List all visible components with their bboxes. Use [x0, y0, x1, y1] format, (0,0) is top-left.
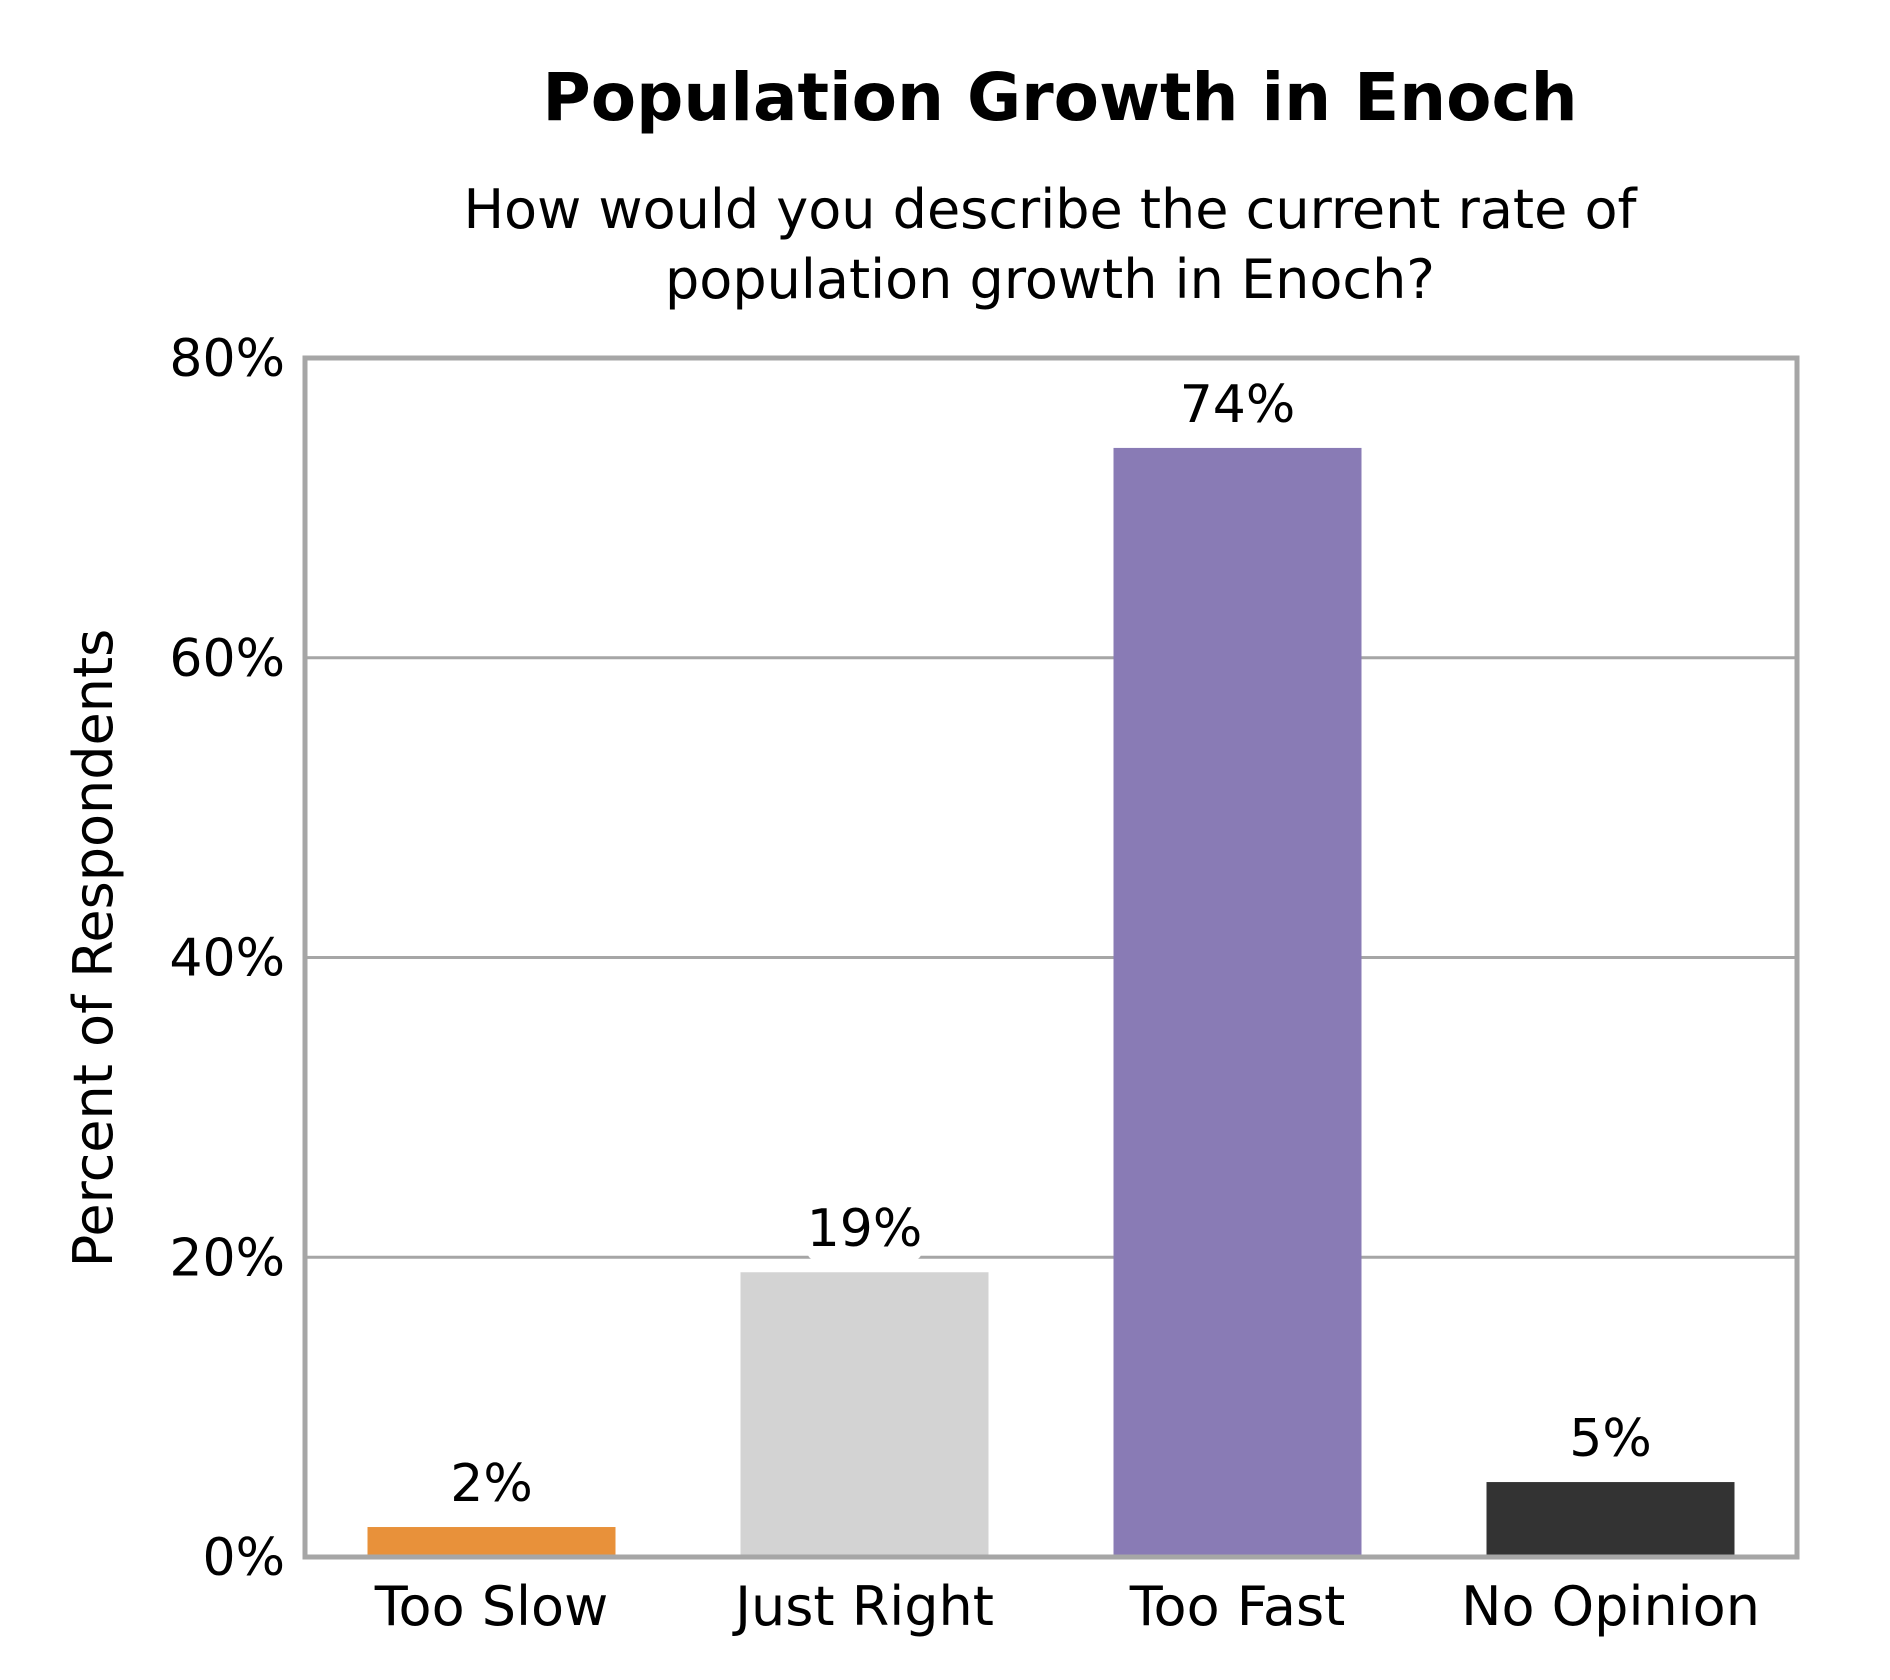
- chart-title: Population Growth in Enoch: [542, 59, 1577, 136]
- category-label-no-opinion: No Opinion: [1461, 1575, 1760, 1638]
- y-tick-label-60: 60%: [169, 629, 285, 689]
- category-label-too-fast: Too Fast: [1129, 1575, 1346, 1638]
- data-label-no-opinion: 5%: [1569, 1409, 1652, 1469]
- gridlines: [305, 656, 1797, 1259]
- plot-frame: [302, 355, 1800, 1560]
- x-axis-categories: Too Slow Just Right Too Fast No Opinion: [374, 1575, 1760, 1638]
- chart-subtitle-line-1: How would you describe the current rate …: [463, 178, 1638, 241]
- y-axis-ticks: 0% 20% 40% 60% 80%: [169, 329, 285, 1588]
- y-tick-label-80: 80%: [169, 329, 285, 389]
- data-label-bg: [1567, 1406, 1654, 1471]
- data-label-bg: [1180, 371, 1295, 436]
- bar-too-slow: [367, 1527, 616, 1557]
- category-label-just-right: Just Right: [732, 1575, 994, 1638]
- bar-no-opinion: [1486, 1482, 1735, 1557]
- category-label-too-slow: Too Slow: [374, 1575, 609, 1638]
- y-axis-title: Percent of Respondents: [62, 629, 125, 1268]
- bars: [367, 447, 1735, 1557]
- y-tick-label-20: 20%: [169, 1228, 285, 1288]
- data-label-too-slow: 2%: [450, 1454, 533, 1514]
- y-tick-label-40: 40%: [169, 929, 285, 989]
- y-tick-label-0: 0%: [203, 1528, 286, 1588]
- bar-just-right: [740, 1272, 989, 1557]
- plot-border: [302, 355, 1800, 1560]
- chart-subtitle-line-2: population growth in Enoch?: [665, 248, 1435, 311]
- bar-too-fast: [1113, 447, 1362, 1557]
- data-labels: 2% 19% 74% 5%: [448, 371, 1654, 1516]
- data-label-too-fast: 74%: [1180, 375, 1296, 435]
- data-label-bg: [807, 1196, 922, 1261]
- data-label-bg: [448, 1451, 535, 1516]
- data-label-just-right: 19%: [807, 1199, 923, 1259]
